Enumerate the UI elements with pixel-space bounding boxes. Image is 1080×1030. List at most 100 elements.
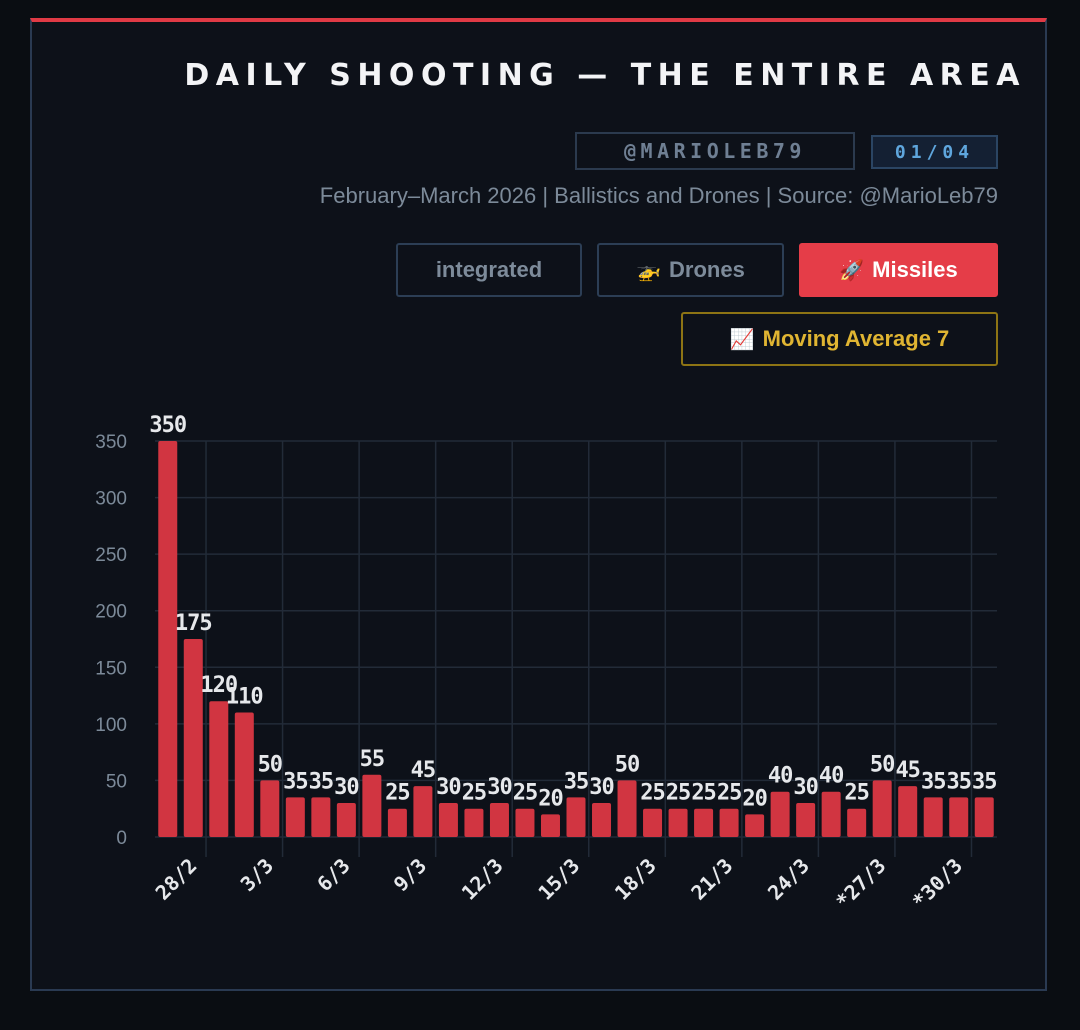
bar-value-label: 175 (175, 611, 212, 636)
bar-value-label: 30 (334, 775, 359, 800)
bar-value-label: 30 (589, 775, 614, 800)
filter-drones-button[interactable]: 🚁 Drones (597, 243, 784, 297)
chart-subtitle: February–March 2026 | Ballistics and Dro… (319, 183, 998, 208)
bar-value-label: 55 (360, 747, 385, 772)
bar (540, 814, 560, 837)
bar-value-label: 40 (819, 764, 844, 789)
bar-value-label: 350 (149, 413, 186, 438)
bar-value-label: 25 (717, 781, 742, 806)
y-tick-label: 100 (95, 715, 127, 736)
bar-value-label: 25 (462, 781, 487, 806)
bar-value-label: 25 (691, 781, 716, 806)
bar (745, 814, 765, 837)
bar-value-label: 45 (411, 758, 436, 783)
author-handle: @MARIOLEB79 (575, 132, 855, 170)
bar (770, 791, 790, 837)
bar (949, 797, 969, 837)
bar-value-label: 35 (309, 769, 334, 794)
bar-value-label: 35 (921, 769, 946, 794)
bar (872, 780, 892, 837)
bar-value-label: 40 (768, 764, 793, 789)
bar (694, 808, 714, 837)
bar-value-label: 35 (283, 769, 308, 794)
bar-value-label: 35 (564, 769, 589, 794)
moving-average-toggle[interactable]: 📈 Moving Average 7 (681, 312, 998, 366)
x-tick-label: 12/3 (457, 854, 508, 905)
y-tick-label: 0 (116, 828, 127, 849)
y-tick-label: 300 (95, 489, 127, 510)
bar (592, 803, 612, 837)
bar (974, 797, 994, 837)
bar-value-label: 50 (258, 752, 283, 777)
bar (183, 639, 203, 837)
rocket-icon: 🚀 (839, 259, 865, 282)
bar (719, 808, 739, 837)
bar-value-label: 35 (972, 769, 997, 794)
moving-average-label: Moving Average 7 (762, 326, 950, 351)
bar (336, 803, 356, 837)
x-tick-label: 6/3 (312, 854, 355, 897)
bar-value-label: 25 (844, 781, 869, 806)
x-tick-label: *30/3 (907, 854, 967, 914)
filter-missiles-button[interactable]: 🚀 Missiles (799, 243, 998, 297)
x-tick-label: 21/3 (686, 854, 737, 905)
x-tick-label: 15/3 (533, 854, 584, 905)
bar (515, 808, 535, 837)
bar-value-label: 30 (793, 775, 818, 800)
bar (489, 803, 509, 837)
y-tick-label: 50 (106, 771, 127, 792)
bar-value-label: 25 (385, 781, 410, 806)
bar-value-label: 50 (870, 752, 895, 777)
x-tick-label: 24/3 (763, 854, 814, 905)
bar (464, 808, 484, 837)
bar-value-label: 50 (615, 752, 640, 777)
bar-value-label: 25 (640, 781, 665, 806)
bar-value-label: 35 (946, 769, 971, 794)
bar (413, 786, 433, 837)
bar (821, 791, 841, 837)
filter-integrated-label: integrated (435, 257, 543, 282)
bar-value-label: 120 (200, 673, 237, 698)
bar (311, 797, 331, 837)
bar (566, 797, 586, 837)
bar (438, 803, 458, 837)
filter-missiles-label: Missiles (872, 257, 958, 282)
bar (668, 808, 688, 837)
bar-value-label: 30 (487, 775, 512, 800)
filter-drones-label: Drones (669, 257, 745, 282)
bar (260, 780, 280, 837)
bar-value-label: 25 (513, 781, 538, 806)
bar (387, 808, 407, 837)
x-tick-label: *27/3 (831, 854, 891, 914)
bar-value-label: 25 (666, 781, 691, 806)
bar (158, 441, 178, 837)
bar (362, 774, 382, 837)
bar (898, 786, 918, 837)
bar (285, 797, 305, 837)
y-tick-label: 150 (95, 658, 127, 679)
bar (847, 808, 867, 837)
bar-value-label: 45 (895, 758, 920, 783)
y-tick-label: 250 (95, 545, 127, 566)
chart-increasing-icon: 📈 (729, 328, 755, 351)
page-title: DAILY SHOOTING — THE ENTIRE AREA (184, 58, 1026, 93)
bar-value-label: 110 (226, 685, 263, 710)
bar (209, 701, 229, 837)
x-tick-label: 18/3 (610, 854, 661, 905)
x-tick-label: 28/2 (151, 854, 202, 905)
x-tick-label: 3/3 (236, 854, 279, 897)
bar (643, 808, 663, 837)
bar (923, 797, 943, 837)
page-indicator: 01/04 (871, 135, 998, 169)
bar-value-label: 20 (742, 786, 767, 811)
bar-value-label: 30 (436, 775, 461, 800)
y-tick-label: 350 (95, 432, 127, 453)
bar (796, 803, 816, 837)
x-tick-label: 9/3 (389, 854, 432, 897)
bar-value-label: 20 (538, 786, 563, 811)
helicopter-icon: 🚁 (636, 259, 662, 282)
y-tick-label: 200 (95, 602, 127, 623)
bar (234, 712, 254, 837)
filter-integrated-button[interactable]: integrated (396, 243, 582, 297)
